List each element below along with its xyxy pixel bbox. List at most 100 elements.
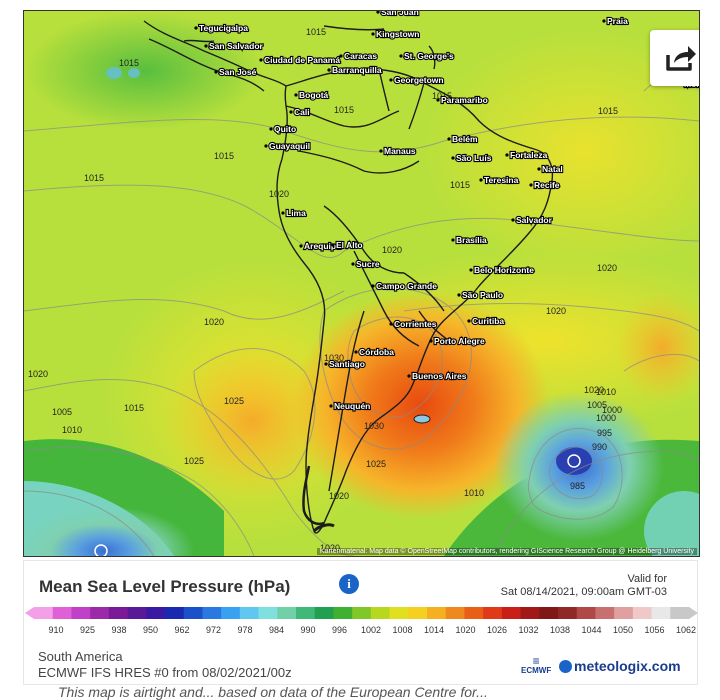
color-scale-band [576, 607, 596, 619]
color-scale-band [520, 607, 540, 619]
color-scale-band [146, 607, 166, 619]
color-scale-band [202, 607, 222, 619]
color-scale-band [127, 607, 147, 619]
color-scale-band [445, 607, 465, 619]
low-pressure-center-icon [94, 544, 108, 556]
scale-tick-label: 1062 [676, 625, 696, 635]
city-label: São Luís [456, 153, 492, 163]
city-label: Natal [542, 164, 563, 174]
city-label: Ciudad de Panamá [264, 55, 340, 65]
isobar-label: 1020 [382, 245, 402, 255]
city-label: San Salvador [209, 41, 264, 51]
color-scale-band [464, 607, 484, 619]
scale-tick-label: 1014 [424, 625, 444, 635]
isobar-label: 1000 [596, 413, 616, 423]
city-marker [389, 322, 393, 326]
city-marker [379, 149, 383, 153]
share-button[interactable] [650, 30, 699, 86]
city-label: Buenos Aires [412, 371, 467, 381]
color-scale-band [34, 607, 54, 619]
scale-tick-label: 978 [237, 625, 252, 635]
city-marker [399, 54, 403, 58]
city-marker [264, 144, 268, 148]
isobar-label: 1025 [184, 456, 204, 466]
city-label: Fortaleza [510, 150, 548, 160]
city-marker [602, 19, 606, 23]
scale-tick-label: 950 [143, 625, 158, 635]
city-label: Cali [294, 107, 310, 117]
city-marker [429, 339, 433, 343]
isobar-label: 1020 [320, 543, 340, 553]
city-marker [467, 319, 471, 323]
color-scale-band [71, 607, 91, 619]
city-label: Barranquilla [332, 65, 382, 75]
isobar-label: 995 [597, 428, 612, 438]
color-scale-band [483, 607, 503, 619]
isobar-label: 1020 [584, 385, 604, 395]
city-label: Belo Horizonte [474, 265, 534, 275]
city-marker [204, 44, 208, 48]
isobar-label: 1015 [334, 105, 354, 115]
color-scale-band [108, 607, 129, 619]
scale-tick-label: 1044 [581, 625, 601, 635]
color-scale: 910 925 938 950 962 972 978 984 990 996 1002 1008 10… [25, 607, 698, 635]
scale-tick-label: 1020 [455, 625, 475, 635]
city-marker [289, 110, 293, 114]
city-marker [376, 11, 380, 14]
city-label: Praia [607, 16, 628, 26]
scale-tick-label: 984 [269, 625, 284, 635]
city-label: Georgetown [394, 75, 444, 85]
city-label: Neuquén [334, 401, 370, 411]
legend-title: Mean Sea Level Pressure (hPa) [39, 577, 291, 596]
scale-tick-label: 1056 [644, 625, 664, 635]
isobar-label: 1025 [366, 459, 386, 469]
city-label: El Alto [336, 240, 363, 250]
city-label: Porto Alegre [434, 336, 485, 346]
scale-tick-label: 972 [206, 625, 221, 635]
ecmwf-logo: ≡ ECMWF [521, 654, 552, 675]
city-label: Kingstown [376, 29, 419, 39]
city-label: Corrientes [394, 319, 437, 329]
map-attribution: Kartenmaterial: Map data © OpenStreetMap… [316, 548, 697, 555]
city-marker [294, 93, 298, 97]
city-label: Santiago [329, 359, 365, 369]
scale-min-arrow-icon [25, 607, 34, 619]
color-scale-band [165, 607, 185, 619]
color-scale-band [333, 607, 353, 619]
isobar-label: 1025 [224, 396, 244, 406]
city-marker [371, 32, 375, 36]
isobar-label: 1020 [546, 306, 566, 316]
city-marker [505, 153, 509, 157]
color-scale-band [558, 607, 578, 619]
region-label: South America [38, 649, 123, 664]
color-scale-band [427, 607, 447, 619]
city-marker [447, 137, 451, 141]
city-marker [327, 68, 331, 72]
city-label: Curitiba [472, 316, 504, 326]
city-label: Brasília [456, 235, 487, 245]
scale-tick-label: 1026 [487, 625, 507, 635]
color-scale-band [539, 607, 559, 619]
color-scale-band [90, 607, 110, 619]
model-label: ECMWF IFS HRES #0 from 08/02/2021/00z [38, 665, 292, 680]
pressure-map[interactable]: 1015 1015 1015 1015 1015 1015 1015 1015 1015 1020… [24, 11, 699, 556]
color-scale-band [595, 607, 615, 619]
color-scale-band [221, 607, 241, 619]
city-marker [329, 404, 333, 408]
isobar-label: 1015 [214, 151, 234, 161]
city-marker [529, 183, 533, 187]
isobar-label: 1005 [587, 400, 607, 410]
city-label: Belém [452, 134, 478, 144]
color-scale-band [614, 607, 634, 619]
valid-for-label: Valid for [627, 573, 667, 585]
city-label: Tegucigalpa [199, 23, 248, 33]
info-icon[interactable]: i [339, 574, 359, 594]
meteologix-logo[interactable]: meteologix.com [559, 658, 681, 674]
isobar-label: 1015 [432, 91, 452, 101]
map-frame[interactable]: 1015 1015 1015 1015 1015 1015 1015 1015 1015 1020… [23, 10, 700, 557]
city-marker [511, 218, 515, 222]
isobar-label: 1015 [306, 27, 326, 37]
color-scale-band [183, 607, 203, 619]
color-scale-band [239, 607, 260, 619]
scale-tick-label: 1050 [613, 625, 633, 635]
